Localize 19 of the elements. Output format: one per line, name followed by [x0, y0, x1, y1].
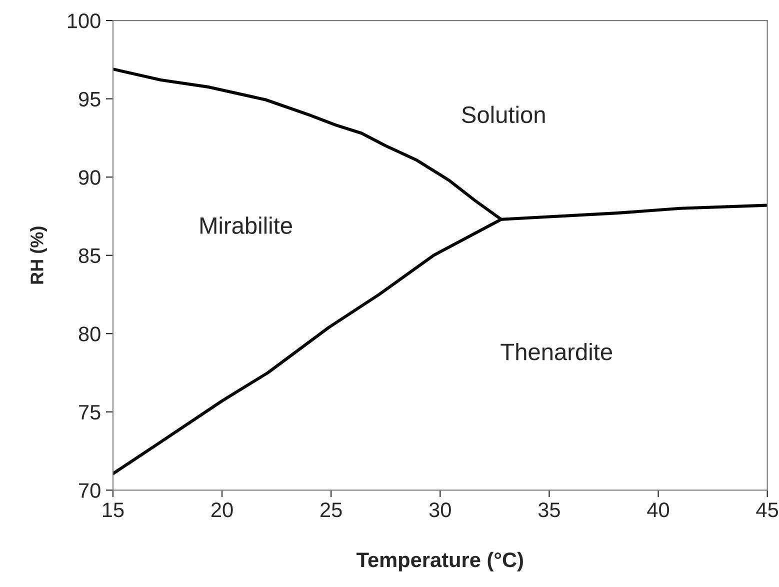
- y-tick-label: 85: [78, 248, 100, 264]
- annotation: Solution: [462, 106, 545, 124]
- x-tick-label: 40: [647, 502, 670, 518]
- x-tick-label: 30: [429, 502, 451, 518]
- y-tick-label: 95: [78, 92, 100, 107]
- x-tick-label: 15: [102, 502, 124, 518]
- annotation: Mirabilite: [200, 216, 292, 234]
- y-tick-label: 80: [78, 326, 100, 342]
- y-tick-label: 100: [68, 14, 100, 28]
- y-tick-label: 70: [79, 483, 100, 498]
- y-axis-title: RH (%): [30, 226, 47, 284]
- x-tick-label: 20: [211, 502, 233, 518]
- annotation: Thenardite: [500, 342, 612, 360]
- y-tick-label: 75: [79, 405, 100, 420]
- y-tick-label: 90: [78, 170, 100, 185]
- x-tick-label: 35: [538, 502, 560, 518]
- x-tick-label: 25: [320, 502, 342, 518]
- x-tick-label: 45: [756, 502, 778, 518]
- x-axis-title: Temperature (°C): [356, 552, 523, 572]
